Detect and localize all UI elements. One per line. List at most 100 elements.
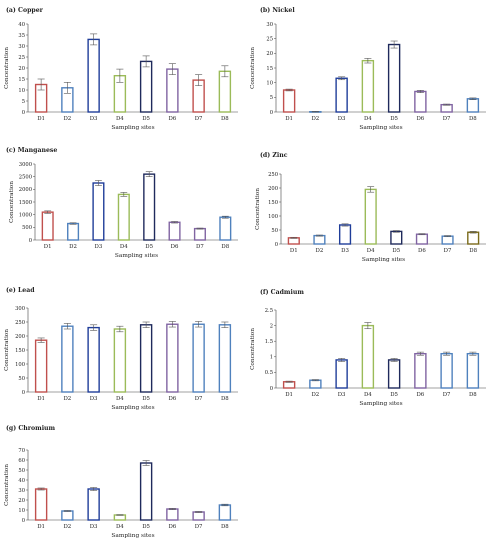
bar-d4 <box>361 59 375 113</box>
y-tick-label: 0 <box>270 110 273 116</box>
x-tick-label: D4 <box>364 392 372 398</box>
x-tick-label: D6 <box>416 392 424 398</box>
y-tick-label: 25 <box>266 36 273 42</box>
x-tick-label: D5 <box>390 116 398 122</box>
y-tick-label: 1500 <box>19 200 32 206</box>
x-tick-label: D1 <box>285 392 293 398</box>
y-tick-label: 1000 <box>19 212 32 218</box>
bar-d7 <box>192 511 205 521</box>
x-axis-label: Sampling sites <box>111 125 154 131</box>
x-tick-label: D5 <box>142 524 150 530</box>
x-tick-label: D6 <box>418 248 426 254</box>
bar-d7 <box>192 323 205 393</box>
bar-d1 <box>34 339 48 393</box>
y-axis-label: Concentration <box>4 464 10 506</box>
y-axis-label: Concentration <box>255 188 261 230</box>
y-axis-label: Concentration <box>4 329 10 371</box>
bar-d4 <box>364 188 377 245</box>
x-axis-label: Sampling sites <box>359 401 402 407</box>
y-tick-label: 2000 <box>19 187 32 193</box>
y-tick-label: 2.5 <box>265 308 273 314</box>
x-tick-label: D5 <box>392 248 400 254</box>
x-tick-label: D8 <box>469 392 477 398</box>
chart-panel-2: (b) Nickel 0 5 10 15 20 25 30 D1 D2 D3 D4 D5 D6 D7 D8 Sa… <box>250 7 486 131</box>
x-tick-label: D7 <box>195 116 203 122</box>
x-tick-label: D8 <box>221 244 229 250</box>
y-tick-label: 0 <box>22 518 25 524</box>
x-tick-label: D8 <box>221 524 229 530</box>
y-tick-label: 1 <box>270 355 273 361</box>
bar-d1 <box>287 237 300 245</box>
y-tick-label: 300 <box>15 306 25 312</box>
x-tick-label: D3 <box>341 248 349 254</box>
bar-d1 <box>34 488 48 521</box>
x-tick-label: D8 <box>469 248 477 254</box>
chart-title: (f) Cadmium <box>260 289 304 296</box>
x-tick-label: D5 <box>390 392 398 398</box>
bar-d6 <box>415 233 429 245</box>
y-tick-label: 60 <box>18 458 25 464</box>
x-tick-label: D2 <box>311 116 319 122</box>
x-tick-label: D1 <box>37 116 45 122</box>
bar-d8 <box>467 231 480 245</box>
bar-d7 <box>193 227 206 241</box>
x-tick-label: D6 <box>168 116 176 122</box>
x-tick-label: D6 <box>416 116 424 122</box>
bar-d2 <box>61 510 74 521</box>
x-tick-label: D2 <box>69 244 77 250</box>
y-tick-label: 0 <box>22 110 25 116</box>
chart-panel-6: (f) Cadmium 0 0.5 1 1.5 2 2.5 D1 D2 D3 D4 D5 D6 D7 D8 S… <box>250 289 486 407</box>
bar-d5 <box>387 359 401 389</box>
x-tick-label: D5 <box>142 116 150 122</box>
bar-d8 <box>466 352 480 389</box>
bar-d3 <box>338 224 352 245</box>
bar-d6 <box>414 352 427 389</box>
x-tick-label: D4 <box>116 116 124 122</box>
x-tick-label: D8 <box>221 396 229 402</box>
y-tick-label: 0 <box>29 238 32 244</box>
bar-d8 <box>218 324 232 393</box>
y-tick-label: 20 <box>18 498 25 504</box>
bar-d7 <box>441 235 454 245</box>
x-axis-label: Sampling sites <box>115 253 158 259</box>
x-tick-label: D4 <box>367 248 375 254</box>
y-tick-label: 150 <box>268 200 278 206</box>
bar-d6 <box>166 323 179 393</box>
y-tick-label: 50 <box>271 228 278 234</box>
bar-d5 <box>139 60 153 113</box>
bar-d2 <box>61 325 74 393</box>
bar-d6 <box>166 508 179 521</box>
x-tick-label: D7 <box>195 524 203 530</box>
bar-d5 <box>387 43 401 113</box>
x-axis-label: Sampling sites <box>111 533 154 539</box>
x-axis-label: Sampling sites <box>359 125 402 131</box>
chart-title: (d) Zinc <box>260 152 288 159</box>
x-tick-label: D3 <box>338 392 346 398</box>
bar-d4 <box>361 324 375 389</box>
x-tick-label: D7 <box>443 116 451 122</box>
chart-panel-5: (e) Lead 0 50 100 150 200 250 300 D1 D2 D3 D4 D5 D6 D7… <box>4 287 238 411</box>
y-tick-label: 250 <box>15 320 25 326</box>
chart-panel-1: (a) Copper 0 5 10 15 20 25 30 35 40 D1 D2 D3 D4 D5 D6 D7… <box>4 7 238 131</box>
x-tick-label: D6 <box>168 396 176 402</box>
bar-d3 <box>87 38 100 113</box>
bar-d1 <box>282 381 296 389</box>
y-axis-label: Concentration <box>250 328 256 370</box>
bar-d3 <box>335 359 348 389</box>
y-tick-label: 30 <box>18 44 25 50</box>
y-tick-label: 2500 <box>19 174 32 180</box>
y-tick-label: 200 <box>268 186 278 192</box>
x-tick-label: D1 <box>37 524 45 530</box>
x-tick-label: D2 <box>63 116 71 122</box>
x-tick-label: D8 <box>221 116 229 122</box>
x-axis-label: Sampling sites <box>362 257 405 263</box>
y-tick-label: 3000 <box>19 162 32 168</box>
bar-d2 <box>309 379 322 389</box>
y-axis-label: Concentration <box>250 47 256 89</box>
y-tick-label: 1.5 <box>265 339 273 345</box>
y-tick-label: 50 <box>18 468 25 474</box>
chart-panel-3: (c) Manganese 0 500 1000 1500 2000 2500 3000 D1 D… <box>6 147 238 259</box>
x-tick-label: D1 <box>44 244 52 250</box>
x-axis-label: Sampling sites <box>111 405 154 411</box>
